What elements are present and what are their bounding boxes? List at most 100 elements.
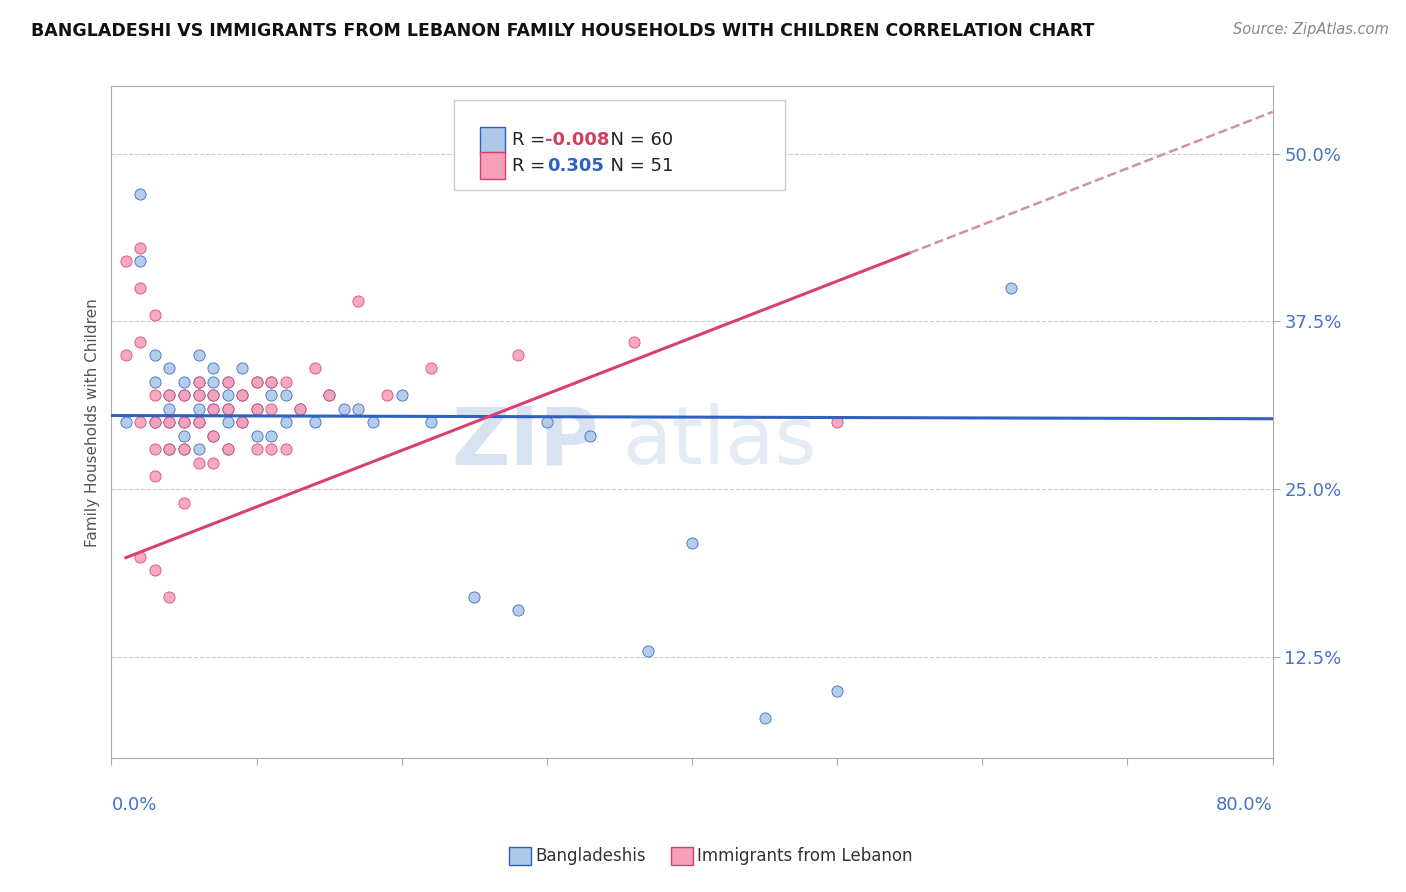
- Point: [202, 375, 225, 389]
- Text: ZIP: ZIP: [451, 403, 599, 482]
- Point: [202, 456, 225, 470]
- Point: [217, 401, 239, 416]
- Point: [143, 469, 166, 483]
- Point: [143, 308, 166, 322]
- Point: [159, 388, 181, 402]
- Point: [318, 388, 340, 402]
- Point: [173, 442, 195, 456]
- Point: [143, 563, 166, 577]
- Point: [173, 415, 195, 429]
- Point: [159, 361, 181, 376]
- Point: [217, 442, 239, 456]
- Point: [143, 348, 166, 362]
- Point: [231, 388, 253, 402]
- Point: [217, 442, 239, 456]
- Point: [245, 375, 267, 389]
- Y-axis label: Family Households with Children: Family Households with Children: [86, 298, 100, 547]
- Point: [288, 401, 311, 416]
- Point: [129, 281, 152, 295]
- Point: [143, 375, 166, 389]
- Point: [202, 388, 225, 402]
- Point: [1000, 281, 1022, 295]
- Point: [825, 684, 848, 698]
- Point: [579, 428, 602, 442]
- Point: [202, 401, 225, 416]
- Point: [159, 442, 181, 456]
- Text: BANGLADESHI VS IMMIGRANTS FROM LEBANON FAMILY HOUSEHOLDS WITH CHILDREN CORRELATI: BANGLADESHI VS IMMIGRANTS FROM LEBANON F…: [31, 22, 1094, 40]
- Point: [129, 254, 152, 268]
- FancyBboxPatch shape: [479, 127, 505, 153]
- Point: [506, 348, 529, 362]
- Point: [536, 415, 558, 429]
- FancyBboxPatch shape: [454, 100, 785, 191]
- Point: [231, 388, 253, 402]
- Point: [202, 428, 225, 442]
- Point: [260, 388, 283, 402]
- Point: [202, 428, 225, 442]
- Point: [217, 415, 239, 429]
- Point: [173, 442, 195, 456]
- Point: [637, 643, 659, 657]
- Point: [159, 401, 181, 416]
- Point: [754, 711, 776, 725]
- Point: [187, 348, 209, 362]
- Point: [173, 388, 195, 402]
- Point: [506, 603, 529, 617]
- Point: [260, 442, 283, 456]
- Point: [187, 401, 209, 416]
- Point: [304, 415, 326, 429]
- Point: [202, 361, 225, 376]
- Point: [245, 428, 267, 442]
- Point: [274, 442, 297, 456]
- Point: [260, 428, 283, 442]
- Point: [159, 388, 181, 402]
- Text: Source: ZipAtlas.com: Source: ZipAtlas.com: [1233, 22, 1389, 37]
- Point: [187, 415, 209, 429]
- Point: [245, 401, 267, 416]
- Point: [187, 375, 209, 389]
- Point: [332, 401, 354, 416]
- Text: 80.0%: 80.0%: [1216, 796, 1272, 814]
- Point: [231, 361, 253, 376]
- Point: [115, 415, 138, 429]
- Point: [129, 549, 152, 564]
- Point: [419, 361, 441, 376]
- Point: [245, 442, 267, 456]
- Point: [187, 442, 209, 456]
- Text: N = 51: N = 51: [599, 157, 673, 175]
- Point: [143, 415, 166, 429]
- Point: [159, 590, 181, 604]
- Point: [231, 415, 253, 429]
- Point: [245, 401, 267, 416]
- Point: [274, 375, 297, 389]
- Point: [245, 375, 267, 389]
- Point: [231, 415, 253, 429]
- Point: [115, 254, 138, 268]
- Point: [217, 401, 239, 416]
- Text: R =: R =: [512, 131, 551, 149]
- Point: [129, 334, 152, 349]
- Point: [173, 496, 195, 510]
- Point: [318, 388, 340, 402]
- Point: [159, 415, 181, 429]
- Point: [173, 375, 195, 389]
- Point: [260, 375, 283, 389]
- Point: [217, 375, 239, 389]
- Point: [173, 388, 195, 402]
- Point: [143, 388, 166, 402]
- Point: [187, 415, 209, 429]
- Point: [419, 415, 441, 429]
- Point: [115, 348, 138, 362]
- Point: [129, 241, 152, 255]
- Text: 0.0%: 0.0%: [111, 796, 157, 814]
- Text: 0.305: 0.305: [547, 157, 603, 175]
- Point: [129, 186, 152, 201]
- Point: [260, 375, 283, 389]
- Point: [391, 388, 413, 402]
- Text: R =: R =: [512, 157, 557, 175]
- Point: [187, 375, 209, 389]
- Point: [187, 388, 209, 402]
- Point: [375, 388, 398, 402]
- Point: [202, 401, 225, 416]
- Text: Bangladeshis: Bangladeshis: [536, 847, 647, 865]
